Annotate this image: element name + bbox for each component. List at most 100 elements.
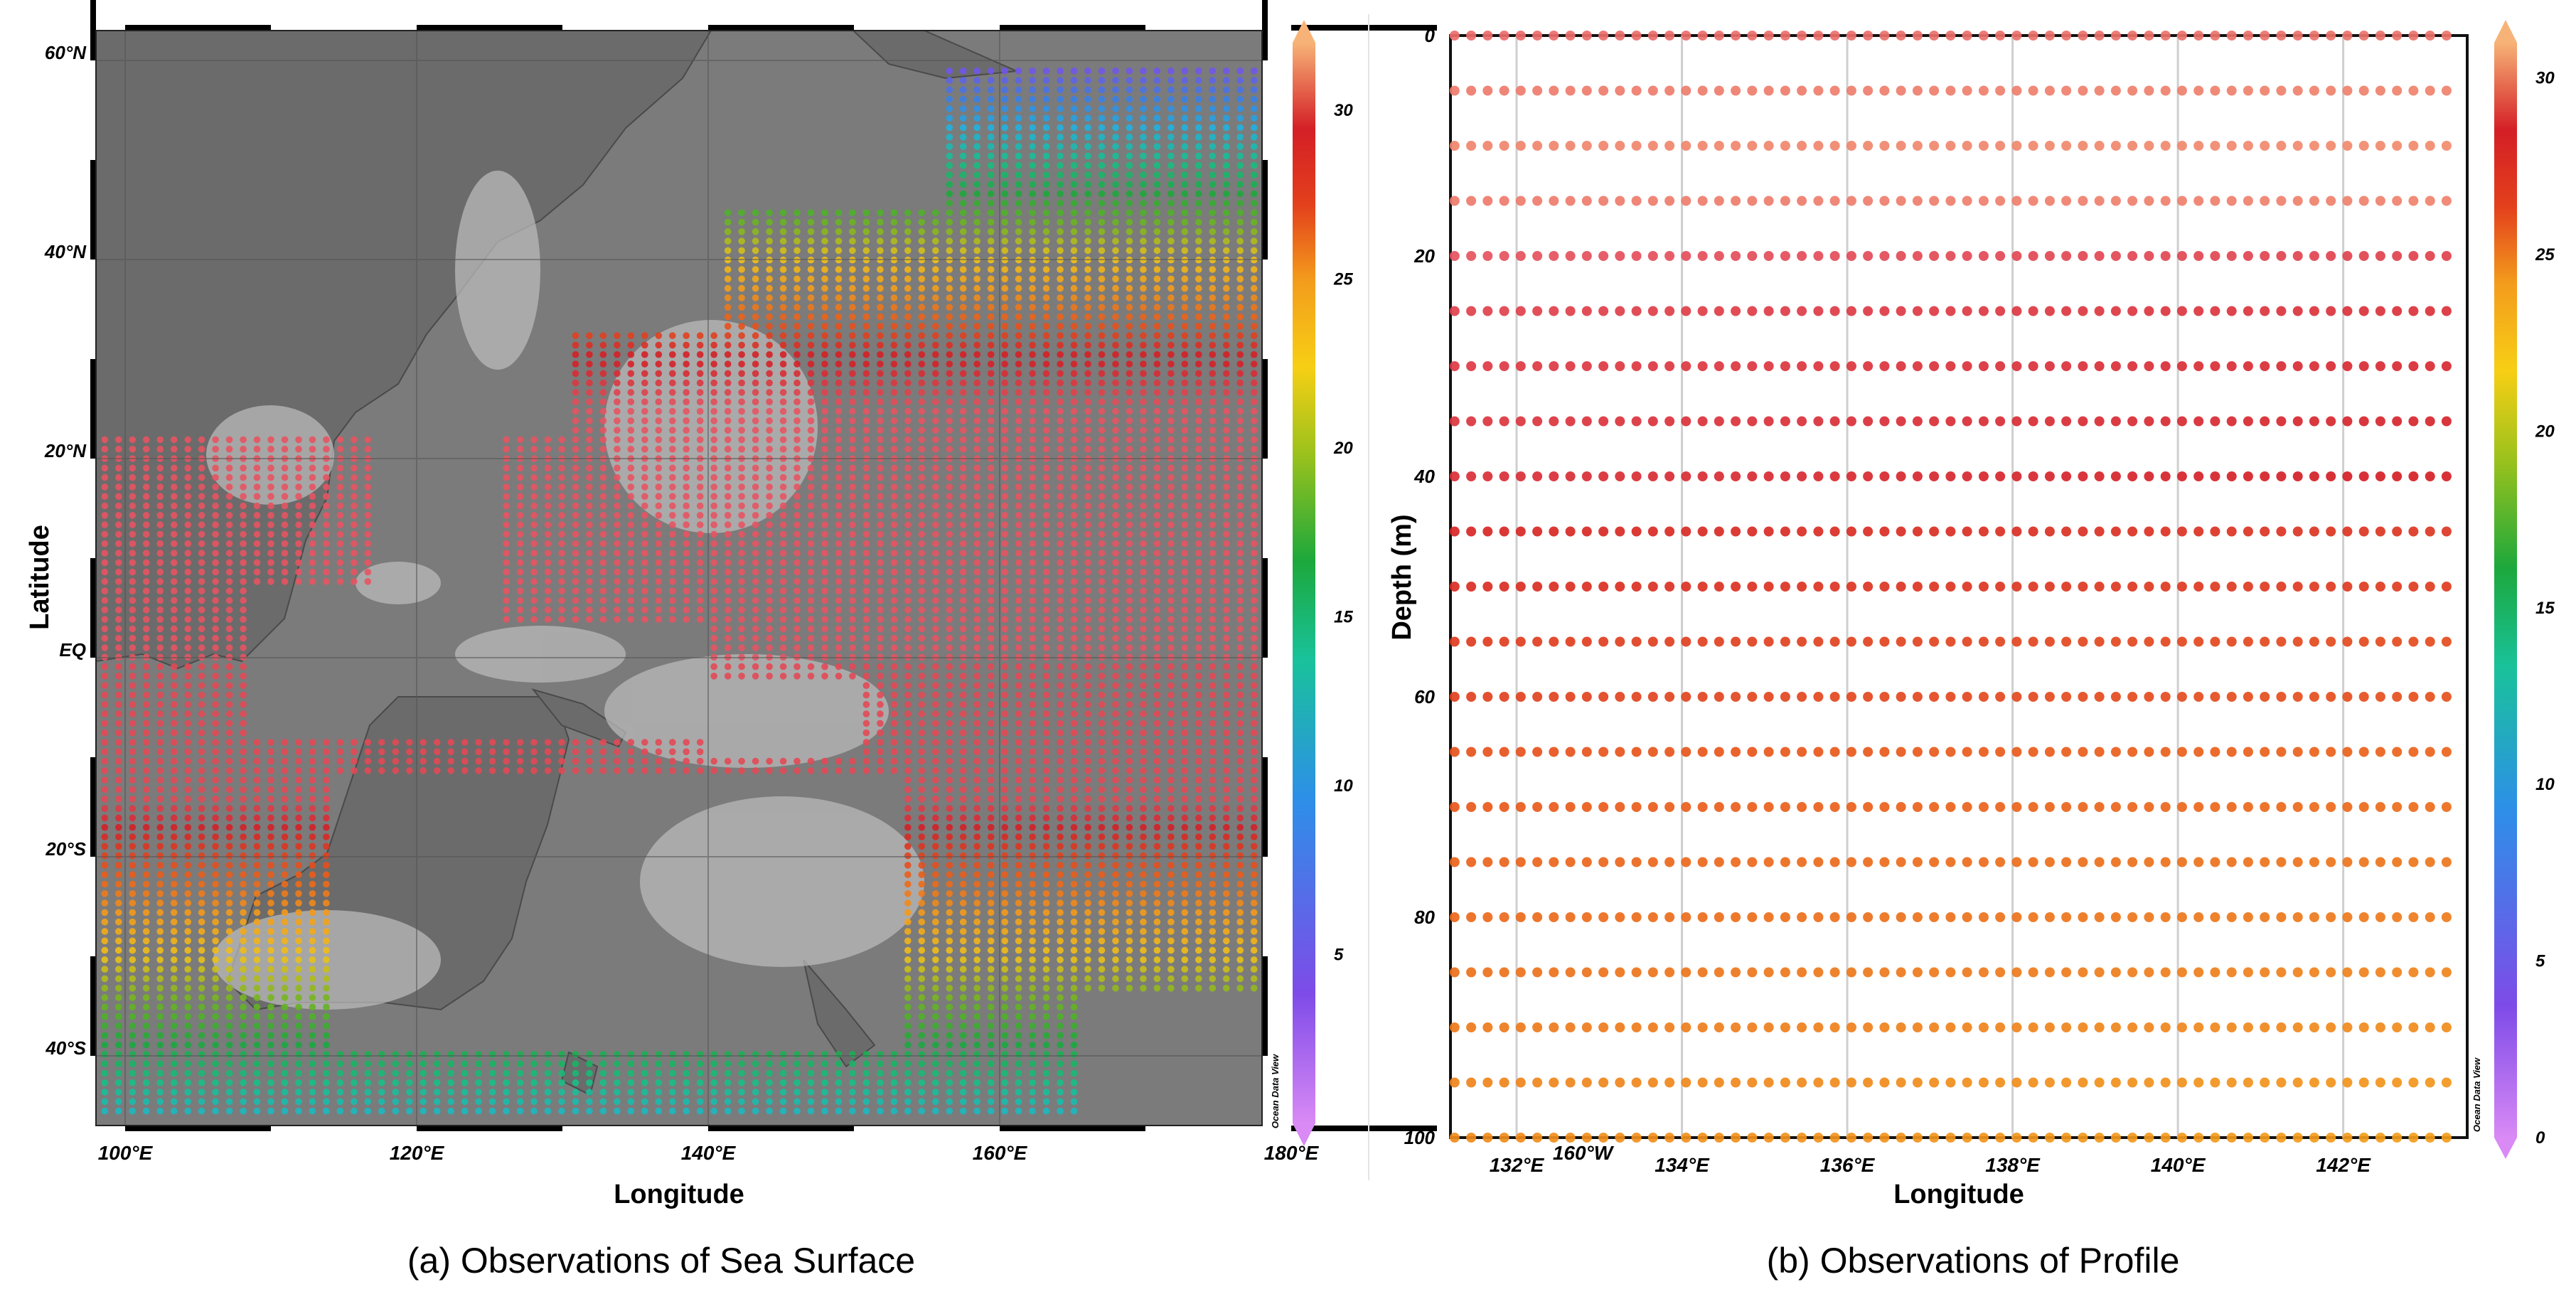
sst-point [433, 1060, 441, 1067]
sst-point [683, 578, 690, 585]
sst-point [959, 464, 967, 472]
sst-point [309, 559, 316, 567]
sst-point [129, 871, 137, 878]
sst-point [1167, 540, 1175, 547]
sst-point [1236, 370, 1244, 378]
sst-point [766, 502, 773, 510]
sst-point [503, 559, 510, 567]
sst-point [129, 739, 137, 746]
sst-point [1236, 805, 1244, 812]
sst-point [1084, 720, 1091, 727]
sst-point [1209, 304, 1217, 311]
sst-point [821, 370, 828, 378]
sst-point [323, 918, 330, 926]
sst-point [586, 767, 593, 774]
sst-point [1236, 77, 1244, 84]
sst-point [849, 587, 856, 594]
sst-point [987, 521, 995, 528]
sst-point [849, 427, 856, 434]
sst-point [323, 1051, 330, 1058]
sst-point [170, 540, 178, 547]
sst-point [987, 890, 995, 897]
sst-point [862, 266, 870, 273]
sst-point [655, 739, 663, 746]
sst-point [281, 890, 289, 897]
sst-point [793, 663, 801, 670]
sst-point [959, 1003, 967, 1011]
sst-point [530, 757, 538, 765]
sst-point [641, 398, 648, 405]
sst-point [877, 606, 884, 614]
sst-point [710, 417, 717, 424]
sst-point [877, 218, 884, 226]
sst-point [904, 351, 912, 358]
sst-point [142, 1060, 150, 1067]
sst-point [1167, 673, 1175, 680]
sst-point [973, 739, 980, 746]
sst-point [1209, 606, 1217, 614]
sst-point [1167, 389, 1175, 396]
sst-point [198, 786, 205, 793]
sst-point [766, 445, 773, 453]
sst-point [849, 474, 856, 481]
sst-point [129, 578, 137, 585]
sst-point [877, 550, 884, 557]
sst-point [627, 398, 635, 405]
sst-point [1195, 739, 1202, 746]
sst-point [641, 360, 648, 368]
sst-point [184, 464, 192, 472]
sst-point [1250, 445, 1258, 453]
sst-point [987, 805, 995, 812]
sst-point [212, 597, 219, 604]
sst-point [170, 748, 178, 756]
sst-point [129, 899, 137, 907]
sst-point [1195, 332, 1202, 339]
sst-point [364, 739, 372, 746]
sst-point [1070, 833, 1078, 840]
sst-point [1250, 946, 1258, 954]
sst-point [807, 294, 815, 301]
sst-point [987, 985, 995, 992]
sst-point [987, 833, 995, 840]
sst-point [170, 757, 178, 765]
sst-point [267, 502, 274, 510]
sst-point [779, 550, 787, 557]
sst-point [1001, 985, 1008, 992]
sst-point [614, 341, 621, 349]
sst-point [198, 521, 205, 528]
sst-point [1195, 975, 1202, 983]
sst-point [877, 398, 884, 405]
sst-point [572, 427, 579, 434]
sst-point [862, 483, 870, 491]
sst-point [156, 890, 164, 897]
sst-point [392, 1051, 400, 1058]
sst-point [1181, 956, 1189, 963]
sst-point [1042, 341, 1050, 349]
sst-point [862, 237, 870, 245]
sst-point [987, 606, 995, 614]
sst-point [1057, 275, 1064, 283]
sst-point [849, 398, 856, 405]
sst-point [281, 796, 289, 803]
sst-point [309, 975, 316, 983]
sst-point [959, 1012, 967, 1020]
sst-point [1126, 880, 1133, 888]
sst-point [129, 994, 137, 1001]
sst-point [973, 796, 980, 803]
sst-point [932, 445, 939, 453]
sst-point [253, 474, 261, 481]
sst-point [1181, 550, 1189, 557]
sst-point [1084, 568, 1091, 576]
sst-point [807, 445, 815, 453]
sst-point [1140, 483, 1147, 491]
sst-point [959, 313, 967, 321]
sst-point [766, 436, 773, 444]
sst-point [212, 436, 219, 444]
sst-point [1181, 218, 1189, 226]
sst-point [696, 351, 704, 358]
sst-point [1153, 341, 1161, 349]
sst-point [932, 928, 939, 935]
sst-point [1084, 228, 1091, 235]
sst-point [1250, 332, 1258, 339]
sst-point [323, 937, 330, 945]
